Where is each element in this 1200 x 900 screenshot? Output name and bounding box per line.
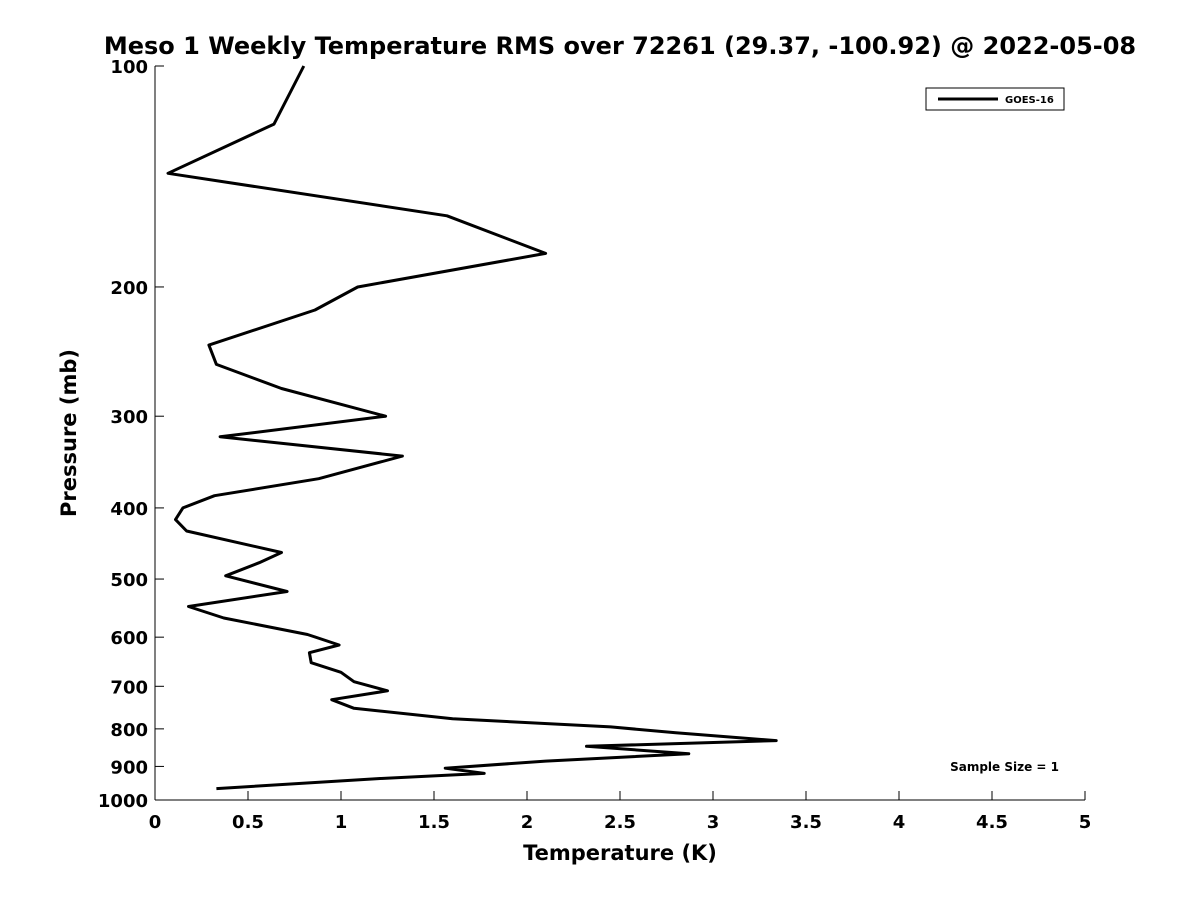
x-axis-label: Temperature (K) xyxy=(523,841,717,865)
y-tick-label: 800 xyxy=(110,720,148,741)
y-axis-label: Pressure (mb) xyxy=(57,349,81,517)
y-tick-label: 700 xyxy=(110,677,148,698)
y-ticks: 100 200 300 400 500 600 700 800 900 1000 xyxy=(98,57,164,812)
x-tick-label: 1.5 xyxy=(418,812,450,833)
x-tick-label: 3.5 xyxy=(790,812,822,833)
series-line-0 xyxy=(166,65,778,791)
y-tick-label: 300 xyxy=(110,407,148,428)
x-tick-label: 1 xyxy=(335,812,348,833)
y-tick-label: 900 xyxy=(110,757,148,778)
y-tick-label: 100 xyxy=(110,57,148,78)
series-group xyxy=(166,65,778,791)
x-tick-label: 5 xyxy=(1079,812,1092,833)
x-tick-label: 2.5 xyxy=(604,812,636,833)
legend: GOES-16 xyxy=(925,87,1065,111)
chart-title: Meso 1 Weekly Temperature RMS over 72261… xyxy=(104,32,1136,60)
x-tick-label: 4.5 xyxy=(976,812,1008,833)
x-tick-label: 2 xyxy=(521,812,534,833)
x-tick-label: 3 xyxy=(707,812,720,833)
y-tick-label: 600 xyxy=(110,628,148,649)
x-tick-label: 0 xyxy=(149,812,162,833)
y-tick-label: 1000 xyxy=(98,791,148,812)
x-tick-label: 4 xyxy=(893,812,906,833)
y-tick-label: 400 xyxy=(110,499,148,520)
x-tick-label: 0.5 xyxy=(232,812,264,833)
legend-label: GOES-16 xyxy=(1005,95,1054,106)
axes xyxy=(154,66,1085,801)
x-ticks: 0 0.5 1 1.5 2 2.5 3 3.5 4 4.5 5 xyxy=(149,791,1092,833)
sample-size-annotation: Sample Size = 1 xyxy=(950,760,1059,774)
y-tick-label: 500 xyxy=(110,570,148,591)
y-tick-label: 200 xyxy=(110,278,148,299)
